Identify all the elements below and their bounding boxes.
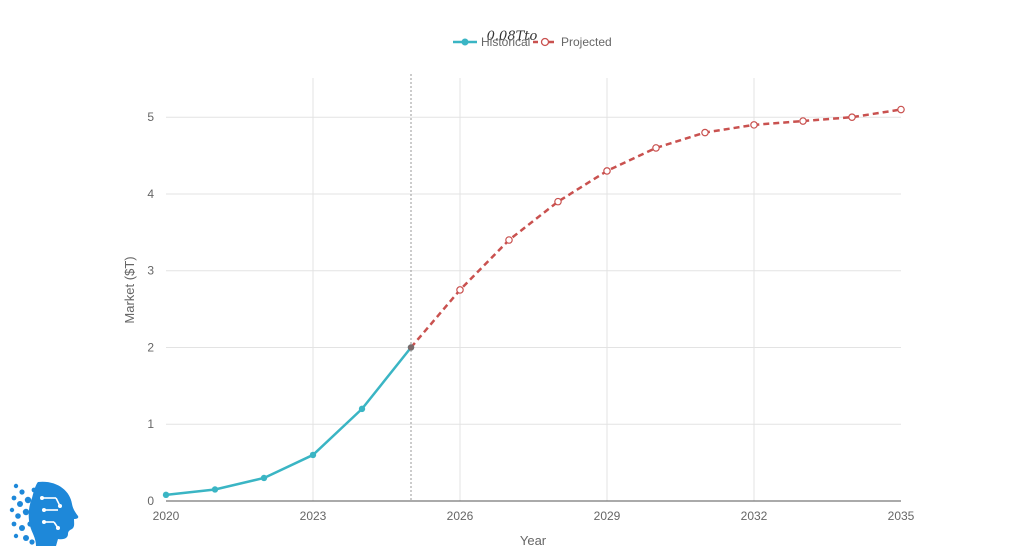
axes: 0 1 2 3 4 5 2020 2023 2026 2029 2032 2035 [147,110,914,523]
logo-dot [17,501,23,507]
data-point-projected[interactable] [897,105,905,114]
logo-dot [11,495,17,501]
series-line-historical [165,346,412,497]
logo-dot [11,521,17,527]
logo-dot [13,483,19,489]
data-point-projected[interactable] [701,128,709,137]
data-point-junction[interactable] [407,344,415,351]
legend: Historical Projected [453,35,612,49]
logo-dot [23,535,29,541]
x-tick-label: 2029 [594,509,621,523]
logo-dot [31,505,37,511]
x-tick-label: 2035 [888,509,915,523]
x-tick-label: 2032 [741,509,768,523]
data-point-historical[interactable] [358,405,366,413]
logo-dot [19,525,25,531]
data-point-projected[interactable] [750,121,758,129]
data-point-projected[interactable] [799,117,807,125]
data-point-historical[interactable] [162,491,170,499]
y-tick-label: 3 [147,264,154,278]
data-point-historical[interactable] [260,474,268,482]
data-point-projected[interactable] [505,236,513,244]
logo-head-silhouette [28,481,79,546]
grid [166,74,901,501]
y-axis-title: Market ($T) [122,256,137,323]
series-line-projected [410,108,902,349]
logo-circuit-node [56,526,60,530]
x-tick-label: 2023 [300,509,327,523]
y-tick-label: 4 [147,187,154,201]
y-tick-label: 1 [147,417,154,431]
logo-dot [15,513,21,519]
legend-projected-label: Projected [561,35,612,49]
data-point-projected[interactable] [848,113,856,121]
legend-item-projected[interactable]: Projected [533,35,612,49]
x-tick-label: 2026 [447,509,474,523]
logo-dot [31,487,37,493]
logo-dot [22,508,30,516]
legend-historical-marker [461,38,469,46]
data-point-projected[interactable] [554,197,562,206]
data-point-projected[interactable] [603,167,611,175]
y-tick-label: 0 [147,494,154,508]
logo-circuit-node [58,504,62,508]
data-point-projected[interactable] [652,144,660,152]
logo-dot [29,539,35,545]
y-tick-label: 5 [147,110,154,124]
x-tick-label: 2020 [153,509,180,523]
x-axis-title: Year [520,533,547,548]
y-tick-label: 2 [147,340,154,354]
logo-circuit-node [40,496,44,500]
logo-circuit-node [42,508,46,512]
legend-projected-marker [540,37,550,47]
logo-dot [13,533,19,539]
legend-historical-label: Historical [481,35,530,49]
logo-dot [19,489,25,495]
logo-dot [27,521,33,527]
logo-dot [9,507,15,513]
logo-network-dots [9,483,62,545]
data-point-historical[interactable] [211,486,219,493]
chart-title: 0.08Tto [487,29,538,44]
ai-head-icon [9,481,79,546]
data-point-historical[interactable] [309,451,317,459]
logo-dot [24,496,32,504]
data-point-projected[interactable] [456,286,464,294]
legend-item-historical[interactable]: Historical [453,35,530,49]
series [162,105,905,499]
logo-circuit-node [42,520,46,524]
